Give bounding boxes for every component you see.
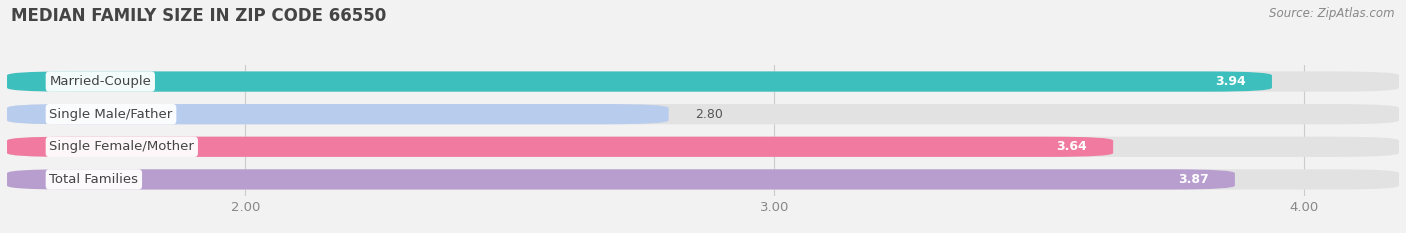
FancyBboxPatch shape — [7, 104, 669, 124]
FancyBboxPatch shape — [7, 137, 1399, 157]
Text: MEDIAN FAMILY SIZE IN ZIP CODE 66550: MEDIAN FAMILY SIZE IN ZIP CODE 66550 — [11, 7, 387, 25]
Text: Married-Couple: Married-Couple — [49, 75, 152, 88]
FancyBboxPatch shape — [7, 169, 1234, 189]
Text: Source: ZipAtlas.com: Source: ZipAtlas.com — [1270, 7, 1395, 20]
FancyBboxPatch shape — [7, 137, 1114, 157]
Text: 3.64: 3.64 — [1056, 140, 1087, 153]
Text: Single Female/Mother: Single Female/Mother — [49, 140, 194, 153]
Text: 3.87: 3.87 — [1178, 173, 1208, 186]
FancyBboxPatch shape — [7, 72, 1272, 92]
FancyBboxPatch shape — [7, 104, 1399, 124]
Text: 3.94: 3.94 — [1215, 75, 1246, 88]
FancyBboxPatch shape — [7, 72, 1399, 92]
Text: Single Male/Father: Single Male/Father — [49, 108, 173, 121]
Text: 2.80: 2.80 — [695, 108, 723, 121]
FancyBboxPatch shape — [7, 169, 1399, 189]
Text: Total Families: Total Families — [49, 173, 138, 186]
